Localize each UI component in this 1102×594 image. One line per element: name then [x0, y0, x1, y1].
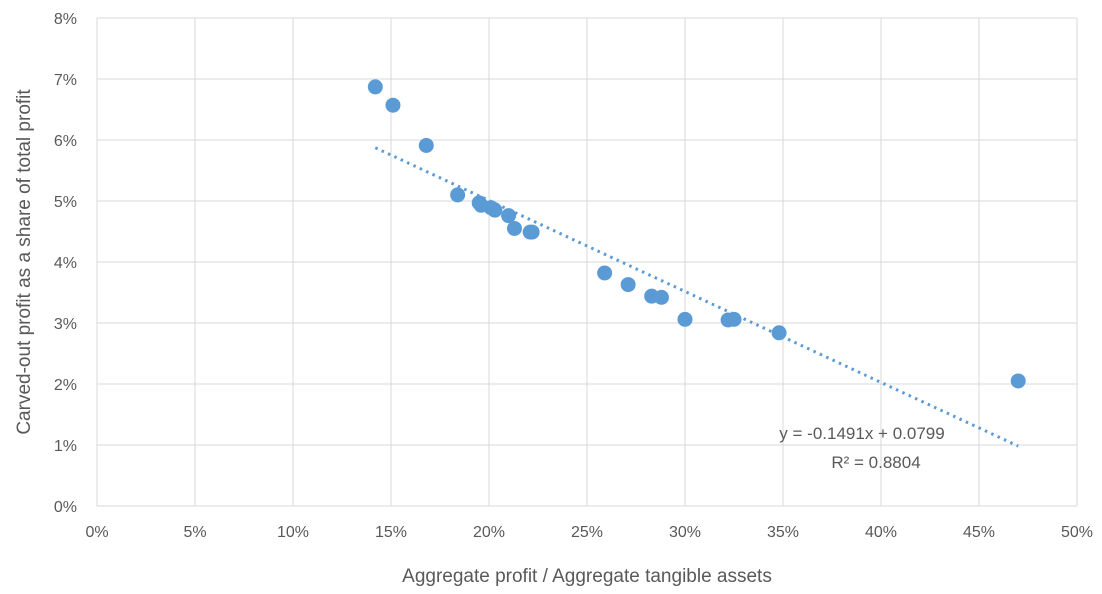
data-point — [487, 202, 503, 218]
x-axis-title: Aggregate profit / Aggregate tangible as… — [402, 566, 772, 587]
y-tick-label: 5% — [54, 194, 77, 211]
x-tick-label: 0% — [85, 524, 108, 541]
y-tick-label: 1% — [54, 438, 77, 455]
x-tick-label: 5% — [183, 524, 206, 541]
y-tick-label: 0% — [54, 499, 77, 516]
y-tick-label: 4% — [54, 255, 77, 272]
data-point — [597, 265, 613, 281]
trendline-r-squared: R² = 0.8804 — [831, 453, 920, 472]
data-points — [367, 79, 1026, 389]
x-axis-ticks: 0% 5% 10% 15% 20% 25% 30% 35% 40% 45% 50% — [85, 524, 1093, 541]
data-point — [450, 187, 466, 203]
x-tick-label: 30% — [669, 524, 701, 541]
y-axis-title: Carved-out profit as a share of total pr… — [14, 89, 35, 435]
y-tick-label: 3% — [54, 316, 77, 333]
trendline-group — [374, 146, 1019, 448]
data-point — [418, 137, 434, 153]
data-point — [385, 97, 401, 113]
x-tick-label: 15% — [375, 524, 407, 541]
y-tick-label: 6% — [54, 133, 77, 150]
gridlines — [96, 17, 1078, 507]
y-tick-label: 2% — [54, 377, 77, 394]
data-point — [620, 277, 636, 293]
x-tick-label: 50% — [1061, 524, 1093, 541]
data-point — [506, 220, 522, 236]
x-tick-label: 10% — [277, 524, 309, 541]
x-tick-label: 35% — [767, 524, 799, 541]
data-point — [367, 79, 383, 95]
data-point — [501, 208, 517, 224]
data-point — [771, 325, 787, 341]
data-point — [1010, 373, 1026, 389]
x-tick-label: 20% — [473, 524, 505, 541]
data-point — [653, 289, 669, 305]
y-axis-ticks: 0% 1% 2% 3% 4% 5% 6% 7% 8% — [54, 11, 77, 516]
x-tick-label: 45% — [963, 524, 995, 541]
trendline — [374, 146, 1019, 448]
data-point — [677, 311, 693, 327]
x-tick-label: 40% — [865, 524, 897, 541]
data-point — [726, 311, 742, 327]
x-tick-label: 25% — [571, 524, 603, 541]
data-point — [524, 224, 540, 240]
y-tick-label: 7% — [54, 72, 77, 89]
y-tick-label: 8% — [54, 11, 77, 28]
trendline-equation: y = -0.1491x + 0.0799 — [779, 424, 944, 443]
